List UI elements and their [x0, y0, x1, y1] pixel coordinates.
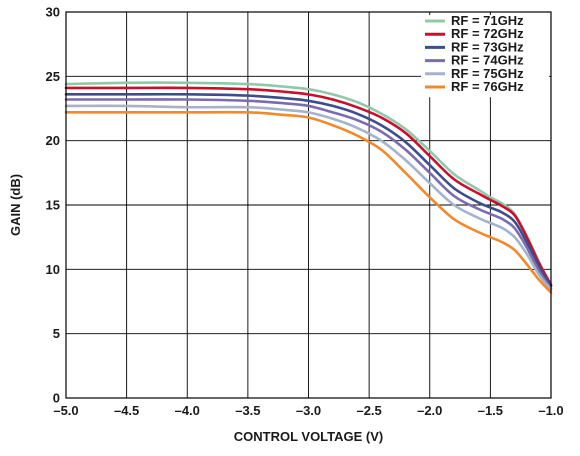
x-tick-label: –2.0: [417, 403, 442, 418]
series-line-2: [64, 86, 553, 287]
legend-entry: RF = 75GHz: [451, 66, 524, 81]
plot-frame: [65, 11, 552, 399]
series-layer: [64, 81, 553, 294]
x-tick-label: –5.0: [53, 403, 78, 418]
x-axis-label: CONTROL VOLTAGE (V): [234, 429, 384, 444]
y-tick-label: 5: [53, 326, 60, 341]
y-tick-label: 0: [53, 391, 60, 406]
x-tick-label: –4.0: [175, 403, 200, 418]
y-tick-label: 15: [46, 198, 60, 213]
y-axis-label: GAIN (dB): [8, 174, 23, 236]
y-tick-label: 10: [46, 262, 60, 277]
legend-entry: RF = 71GHz: [451, 13, 524, 28]
legend-entry: RF = 74GHz: [451, 53, 524, 68]
legend-entry: RF = 73GHz: [451, 39, 524, 54]
series-line-3: [64, 92, 553, 288]
x-tick-label: –4.5: [114, 403, 139, 418]
x-tick-label: –3.0: [296, 403, 321, 418]
y-tick-label: 25: [46, 69, 60, 84]
x-tick-label: –2.5: [356, 403, 381, 418]
x-tick-label: –1.5: [478, 403, 503, 418]
series-line-5: [64, 104, 553, 292]
legend-background: [421, 15, 549, 98]
y-tick-label: 20: [46, 133, 60, 148]
x-tick-label: –3.5: [235, 403, 260, 418]
legend-entry: RF = 72GHz: [451, 26, 524, 41]
y-tick-label: 30: [46, 5, 60, 20]
x-tick-label: –1.0: [538, 403, 563, 418]
series-line-4: [64, 98, 553, 290]
legend-entry: RF = 76GHz: [451, 79, 524, 94]
tick-labels: –5.0 –4.5 –4.0 –3.5 –3.0 –2.5 –2.0 –1.5 –1.0 0 5 10…: [46, 5, 564, 419]
series-line-6: [64, 110, 553, 294]
